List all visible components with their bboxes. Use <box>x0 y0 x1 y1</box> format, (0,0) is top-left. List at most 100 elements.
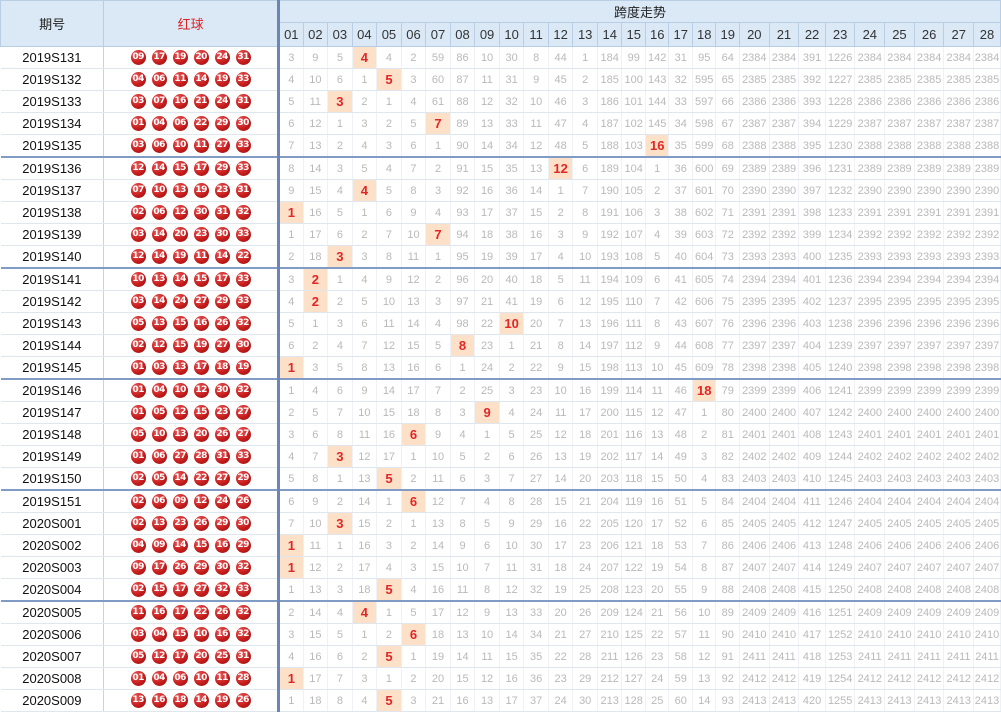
span-miss-cell: 2399 <box>884 379 915 402</box>
span-miss-cell: 197 <box>597 334 623 357</box>
span-miss-cell: 16 <box>303 201 329 224</box>
span-miss-cell: 23 <box>572 534 598 557</box>
span-column-header[interactable]: 17 <box>668 22 693 47</box>
span-miss-cell: 5 <box>327 623 353 646</box>
red-ball: 25 <box>214 649 230 664</box>
span-column-header[interactable]: 01 <box>278 22 304 47</box>
span-miss-cell: 2400 <box>943 401 975 424</box>
red-ball-column-header[interactable]: 红球 <box>103 0 281 47</box>
span-column-header[interactable]: 27 <box>943 22 975 47</box>
red-ball: 20 <box>193 50 209 65</box>
span-miss-cell: 1 <box>278 578 304 602</box>
red-ball: 14 <box>151 249 167 264</box>
span-column-header[interactable]: 06 <box>400 22 427 47</box>
span-miss-cell: 15 <box>499 645 525 668</box>
span-miss-cell: 2386 <box>854 90 886 113</box>
red-ball: 26 <box>214 427 230 442</box>
span-column-header[interactable]: 14 <box>596 22 623 47</box>
span-miss-cell: 1233 <box>825 201 856 224</box>
span-miss-cell: 10 <box>352 401 378 424</box>
span-miss-cell: 2384 <box>973 46 1001 69</box>
span-miss-cell: 2412 <box>769 667 800 690</box>
span-miss-cell: 2 <box>327 556 353 579</box>
span-miss-cell: 6 <box>450 467 476 491</box>
span-column-header[interactable]: 11 <box>523 22 549 47</box>
span-miss-cell: 5 <box>327 46 353 69</box>
span-column-header[interactable]: 16 <box>644 22 670 47</box>
span-column-header[interactable]: 09 <box>474 22 500 47</box>
span-column-header[interactable]: 18 <box>691 22 717 47</box>
red-ball: 32 <box>235 205 251 220</box>
span-miss-cell: 108 <box>621 245 646 269</box>
span-miss-cell: 6 <box>303 423 329 446</box>
span-hit-cell: 4 <box>352 601 378 624</box>
span-column-header[interactable]: 20 <box>738 22 770 47</box>
span-hit-cell: 6 <box>401 623 427 646</box>
span-miss-cell: 2387 <box>884 112 915 135</box>
red-ball: 26 <box>172 560 188 575</box>
span-column-header[interactable]: 02 <box>302 22 329 47</box>
red-ball: 29 <box>214 161 230 176</box>
red-ball: 06 <box>151 205 167 220</box>
red-ball: 29 <box>235 471 251 486</box>
span-miss-cell: 15 <box>523 201 549 224</box>
red-ball: 12 <box>193 494 209 509</box>
span-miss-cell: 2402 <box>854 445 886 468</box>
span-miss-cell: 2401 <box>943 423 975 446</box>
span-miss-cell: 25 <box>523 423 549 446</box>
span-miss-cell: 14 <box>376 379 402 402</box>
span-column-header[interactable]: 10 <box>498 22 525 47</box>
span-column-header[interactable]: 28 <box>973 22 1001 47</box>
span-hit-cell: 5 <box>376 689 402 712</box>
red-ball: 27 <box>235 405 251 420</box>
span-miss-cell: 11 <box>303 90 329 113</box>
span-miss-cell: 12 <box>376 334 402 357</box>
span-miss-cell: 5 <box>401 601 427 624</box>
span-miss-cell: 2405 <box>943 512 975 535</box>
span-column-header[interactable]: 08 <box>449 22 476 47</box>
span-column-header[interactable]: 22 <box>798 22 826 47</box>
span-miss-cell: 2 <box>327 134 353 158</box>
span-column-header[interactable]: 21 <box>768 22 800 47</box>
span-miss-cell: 13 <box>499 601 525 624</box>
span-column-header[interactable]: 19 <box>715 22 740 47</box>
red-ball: 12 <box>151 338 167 353</box>
span-column-header[interactable]: 23 <box>824 22 856 47</box>
span-column-header[interactable]: 07 <box>425 22 451 47</box>
span-column-header[interactable]: 25 <box>884 22 915 47</box>
span-miss-cell: 10 <box>572 245 598 269</box>
span-miss-cell: 143 <box>645 68 670 91</box>
span-miss-cell: 2401 <box>854 423 886 446</box>
span-column-header[interactable]: 24 <box>854 22 886 47</box>
span-column-header[interactable]: 15 <box>621 22 646 47</box>
period-number: 2019S141 <box>0 268 105 291</box>
period-column-header[interactable]: 期号 <box>0 0 105 47</box>
red-ball: 13 <box>172 183 188 198</box>
red-ball: 31 <box>235 50 251 65</box>
span-miss-cell: 100 <box>621 68 646 91</box>
draw-row: 2020S003 09 17 26 29 30 32 1 12 2 17 4 3 15 10 7 11 31 18 2… <box>0 556 1001 579</box>
span-miss-cell: 60 <box>425 68 451 91</box>
span-miss-cell: 5 <box>278 90 304 113</box>
span-miss-cell: 604 <box>692 245 717 269</box>
span-miss-cell: 2398 <box>973 356 1001 380</box>
span-column-header[interactable]: 12 <box>547 22 574 47</box>
red-ball: 33 <box>235 72 251 87</box>
span-miss-cell: 8 <box>474 578 500 602</box>
draw-row: 2020S008 01 04 06 10 11 28 1 17 7 3 1 2 20 15 12 16 36 23 2… <box>0 667 1001 690</box>
span-miss-cell: 1 <box>376 601 402 624</box>
span-miss-cell: 5 <box>425 334 451 357</box>
span-miss-cell: 2390 <box>739 179 770 202</box>
span-miss-cell: 40 <box>668 245 693 269</box>
span-miss-cell: 42 <box>668 290 693 313</box>
span-column-header[interactable]: 05 <box>376 22 402 47</box>
span-column-header[interactable]: 26 <box>913 22 945 47</box>
red-ball: 28 <box>193 449 209 464</box>
span-column-header[interactable]: 04 <box>351 22 378 47</box>
span-miss-cell: 39 <box>499 245 525 269</box>
draw-row: 2019S147 01 05 12 15 23 27 2 5 7 10 15 18 8 3 9 4 24 11 17 2… <box>0 401 1001 424</box>
span-column-header[interactable]: 13 <box>572 22 598 47</box>
span-miss-cell: 411 <box>798 490 826 513</box>
span-column-header[interactable]: 03 <box>327 22 353 47</box>
span-miss-cell: 18 <box>303 245 329 269</box>
